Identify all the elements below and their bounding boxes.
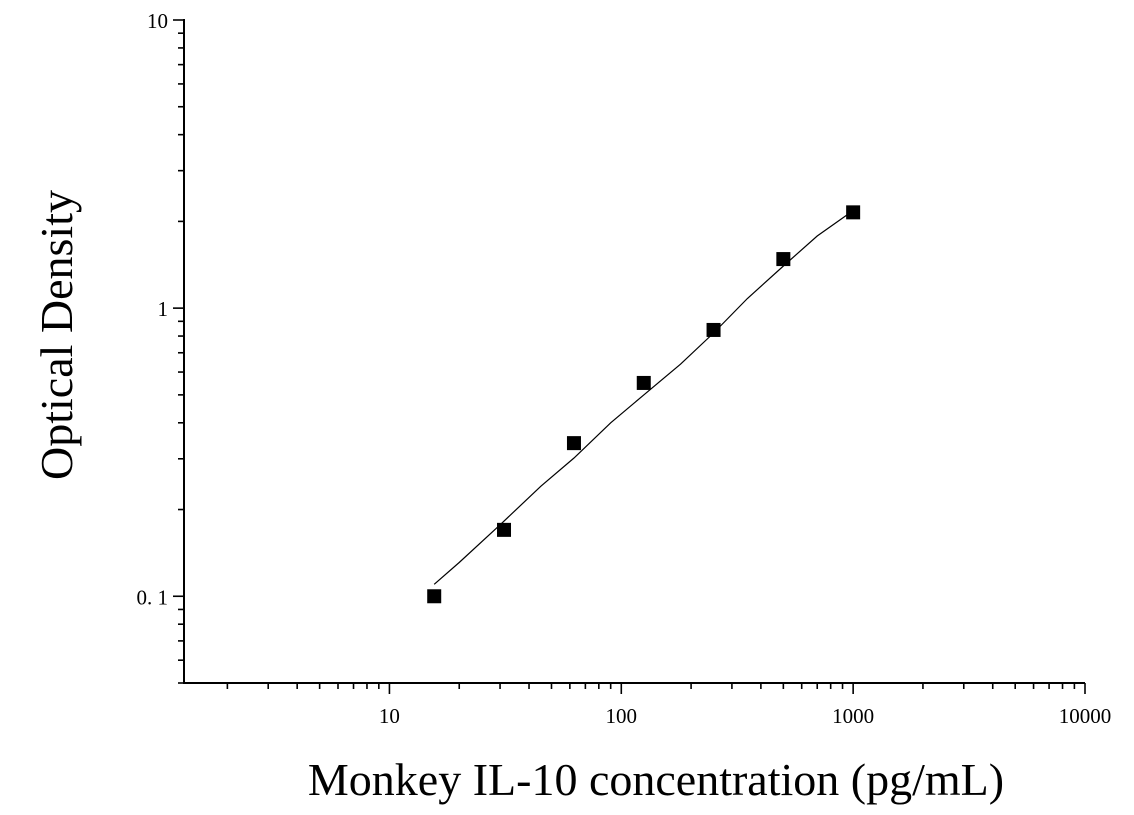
y-axis-title: Optical Density (31, 190, 82, 480)
ticks (173, 19, 1086, 694)
data-markers (427, 205, 861, 604)
data-point-marker (846, 205, 861, 220)
data-point-marker (497, 522, 512, 537)
axes (183, 19, 1085, 684)
x-tick-label: 10000 (1059, 704, 1112, 728)
y-tick-label: 1 (158, 297, 169, 321)
data-point-marker (566, 436, 581, 451)
data-point-marker (636, 375, 651, 390)
tick-labels: 10 100 1000 10000 0. 1 1 10 (137, 9, 1112, 728)
x-axis-title: Monkey IL-10 concentration (pg/mL) (308, 754, 1004, 805)
y-tick-label: 10 (147, 9, 168, 33)
data-point-marker (427, 589, 442, 604)
x-tick-label: 10 (379, 704, 400, 728)
data-point-marker (776, 252, 791, 267)
x-tick-label: 100 (606, 704, 638, 728)
x-tick-label: 1000 (832, 704, 874, 728)
data-point-marker (706, 322, 721, 337)
y-tick-label: 0. 1 (137, 585, 169, 609)
